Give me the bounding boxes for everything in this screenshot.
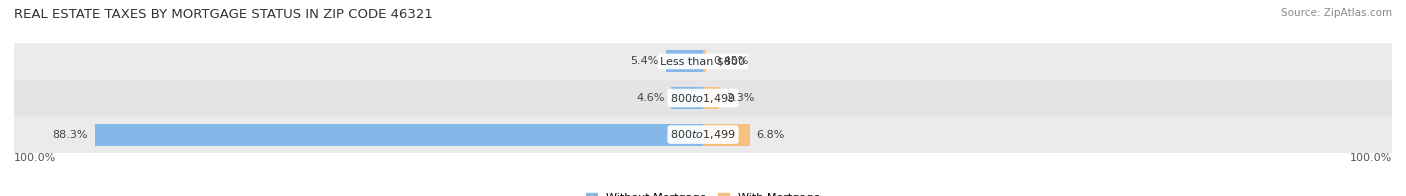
Text: 100.0%: 100.0% — [14, 153, 56, 163]
Legend: Without Mortgage, With Mortgage: Without Mortgage, With Mortgage — [582, 189, 824, 196]
Text: 88.3%: 88.3% — [52, 130, 87, 140]
Text: REAL ESTATE TAXES BY MORTGAGE STATUS IN ZIP CODE 46321: REAL ESTATE TAXES BY MORTGAGE STATUS IN … — [14, 8, 433, 21]
Bar — [703, 87, 718, 109]
Bar — [703, 50, 706, 72]
Bar — [14, 116, 1392, 153]
Text: Source: ZipAtlas.com: Source: ZipAtlas.com — [1281, 8, 1392, 18]
Text: 2.3%: 2.3% — [725, 93, 754, 103]
Bar — [671, 87, 703, 109]
Text: 4.6%: 4.6% — [636, 93, 665, 103]
Text: 6.8%: 6.8% — [756, 130, 785, 140]
Bar — [94, 124, 703, 146]
Bar — [703, 124, 749, 146]
Text: 0.45%: 0.45% — [713, 56, 748, 66]
Text: 100.0%: 100.0% — [1350, 153, 1392, 163]
Bar — [14, 43, 1392, 80]
Text: 5.4%: 5.4% — [630, 56, 659, 66]
Text: Less than $800: Less than $800 — [661, 56, 745, 66]
Text: $800 to $1,499: $800 to $1,499 — [671, 128, 735, 141]
Bar — [666, 50, 703, 72]
Text: $800 to $1,499: $800 to $1,499 — [671, 92, 735, 104]
Bar — [14, 80, 1392, 116]
